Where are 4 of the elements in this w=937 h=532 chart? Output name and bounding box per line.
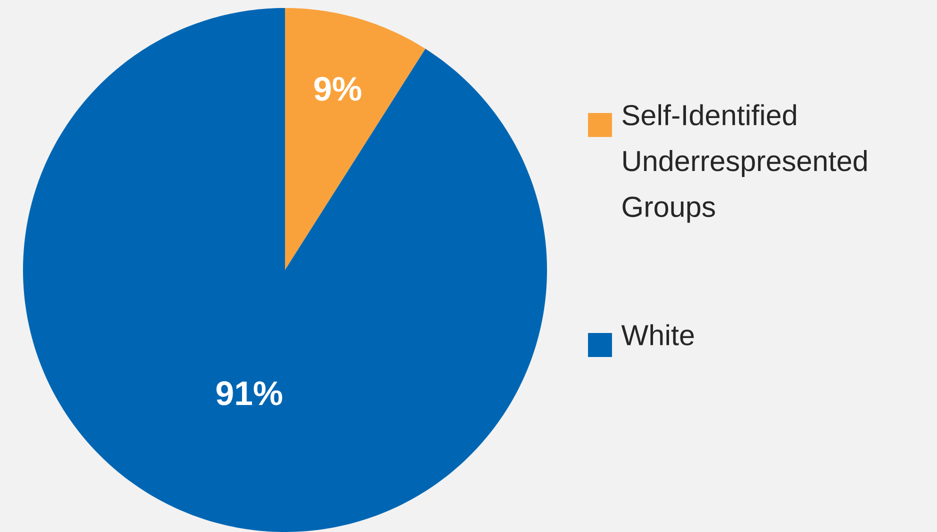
data-label: 91% [216,381,282,406]
data-label: 9% [314,76,362,101]
legend-label: White [621,324,694,346]
legend-label: Self-Identified Underrespresented Groups [622,104,867,223]
